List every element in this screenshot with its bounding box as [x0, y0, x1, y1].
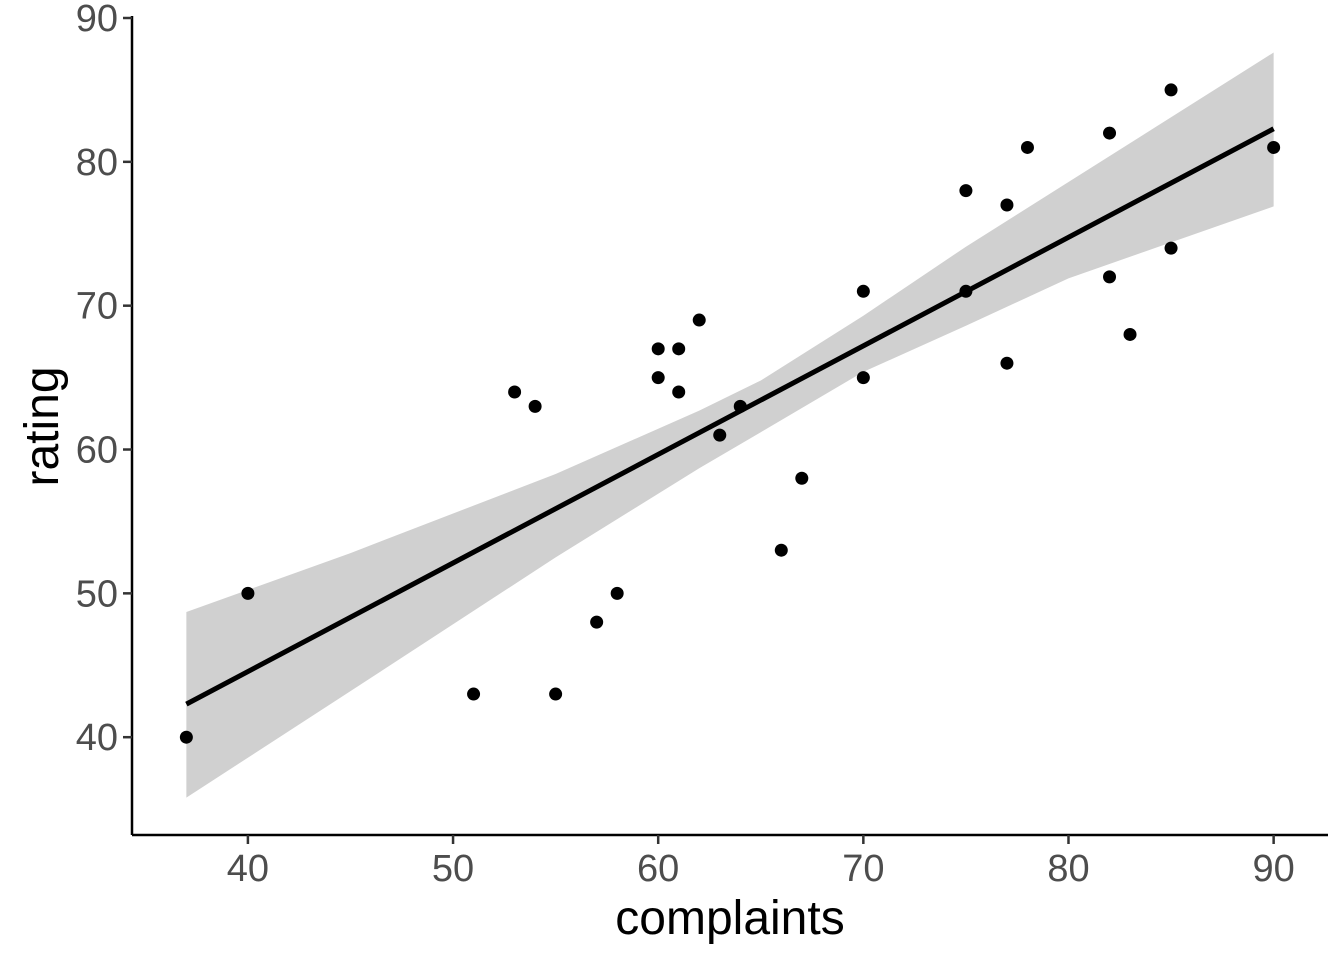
data-point-5: [528, 399, 542, 413]
data-point-1: [179, 730, 193, 744]
data-point-3: [467, 687, 481, 701]
confidence-band-layer: [186, 52, 1274, 798]
data-point-19: [856, 371, 870, 385]
y-tick-label-90: 90: [76, 0, 118, 40]
y-tick-label-40: 40: [76, 717, 118, 759]
y-tick-label-80: 80: [76, 142, 118, 184]
data-point-24: [1020, 140, 1034, 154]
data-point-9: [651, 342, 665, 356]
data-point-27: [1123, 327, 1137, 341]
data-point-23: [1000, 356, 1014, 370]
data-point-16: [774, 543, 788, 557]
x-tick-label-70: 70: [842, 848, 884, 890]
data-point-21: [959, 284, 973, 298]
data-point-30: [1267, 140, 1281, 154]
data-point-28: [1164, 83, 1178, 97]
data-point-15: [733, 399, 747, 413]
data-point-10: [651, 371, 665, 385]
y-tick-label-60: 60: [76, 430, 118, 472]
data-point-25: [1103, 126, 1117, 140]
data-point-29: [1164, 241, 1178, 255]
data-point-22: [1000, 198, 1014, 212]
confidence-band: [186, 52, 1274, 798]
data-point-8: [610, 586, 624, 600]
regression-line: [185, 126, 1275, 707]
data-point-13: [692, 313, 706, 327]
x-tick-label-60: 60: [637, 848, 679, 890]
x-tick-label-50: 50: [432, 848, 474, 890]
x-tick-label-90: 90: [1252, 848, 1294, 890]
y-tick-label-50: 50: [76, 573, 118, 615]
data-point-12: [672, 385, 686, 399]
data-point-14: [713, 428, 727, 442]
data-points-layer: [179, 83, 1281, 744]
x-tick-label-40: 40: [227, 848, 269, 890]
data-point-20: [959, 184, 973, 198]
x-tick-label-80: 80: [1047, 848, 1089, 890]
y-tick-label-70: 70: [76, 286, 118, 328]
data-point-11: [672, 342, 686, 356]
y-axis-title: rating: [16, 366, 69, 486]
data-point-18: [856, 284, 870, 298]
data-point-17: [795, 471, 809, 485]
data-point-7: [590, 615, 604, 629]
x-axis-title: complaints: [615, 892, 844, 945]
data-point-26: [1103, 270, 1117, 284]
x-axis-ticks: 40 50 60 70 80 90: [227, 835, 1295, 890]
axes-layer: [130, 16, 1328, 837]
fit-line-layer: [185, 126, 1275, 707]
data-point-2: [241, 586, 255, 600]
data-point-6: [549, 687, 563, 701]
y-axis-ticks: 40 50 60 70 80 90: [76, 0, 132, 759]
data-point-4: [508, 385, 522, 399]
